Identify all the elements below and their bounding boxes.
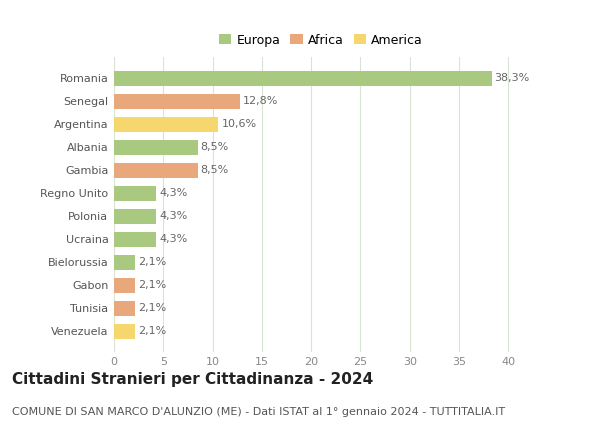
Text: 2,1%: 2,1% xyxy=(137,303,166,313)
Text: COMUNE DI SAN MARCO D'ALUNZIO (ME) - Dati ISTAT al 1° gennaio 2024 - TUTTITALIA.: COMUNE DI SAN MARCO D'ALUNZIO (ME) - Dat… xyxy=(12,407,505,417)
Text: 10,6%: 10,6% xyxy=(221,119,257,129)
Text: Cittadini Stranieri per Cittadinanza - 2024: Cittadini Stranieri per Cittadinanza - 2… xyxy=(12,372,373,387)
Text: 8,5%: 8,5% xyxy=(201,142,229,152)
Bar xyxy=(114,324,134,339)
Bar xyxy=(114,186,157,201)
Bar xyxy=(114,209,157,224)
Bar xyxy=(114,301,134,315)
Text: 4,3%: 4,3% xyxy=(160,234,188,244)
Bar xyxy=(114,255,134,270)
Legend: Europa, Africa, America: Europa, Africa, America xyxy=(217,31,425,49)
Bar xyxy=(114,94,240,109)
Bar xyxy=(114,70,491,85)
Text: 38,3%: 38,3% xyxy=(494,73,530,83)
Bar xyxy=(114,278,134,293)
Text: 4,3%: 4,3% xyxy=(160,211,188,221)
Bar xyxy=(114,139,198,154)
Text: 2,1%: 2,1% xyxy=(137,326,166,336)
Text: 2,1%: 2,1% xyxy=(137,280,166,290)
Text: 2,1%: 2,1% xyxy=(137,257,166,267)
Text: 8,5%: 8,5% xyxy=(201,165,229,175)
Text: 12,8%: 12,8% xyxy=(243,96,278,106)
Bar xyxy=(114,231,157,246)
Bar xyxy=(114,163,198,178)
Text: 4,3%: 4,3% xyxy=(160,188,188,198)
Bar xyxy=(114,117,218,132)
